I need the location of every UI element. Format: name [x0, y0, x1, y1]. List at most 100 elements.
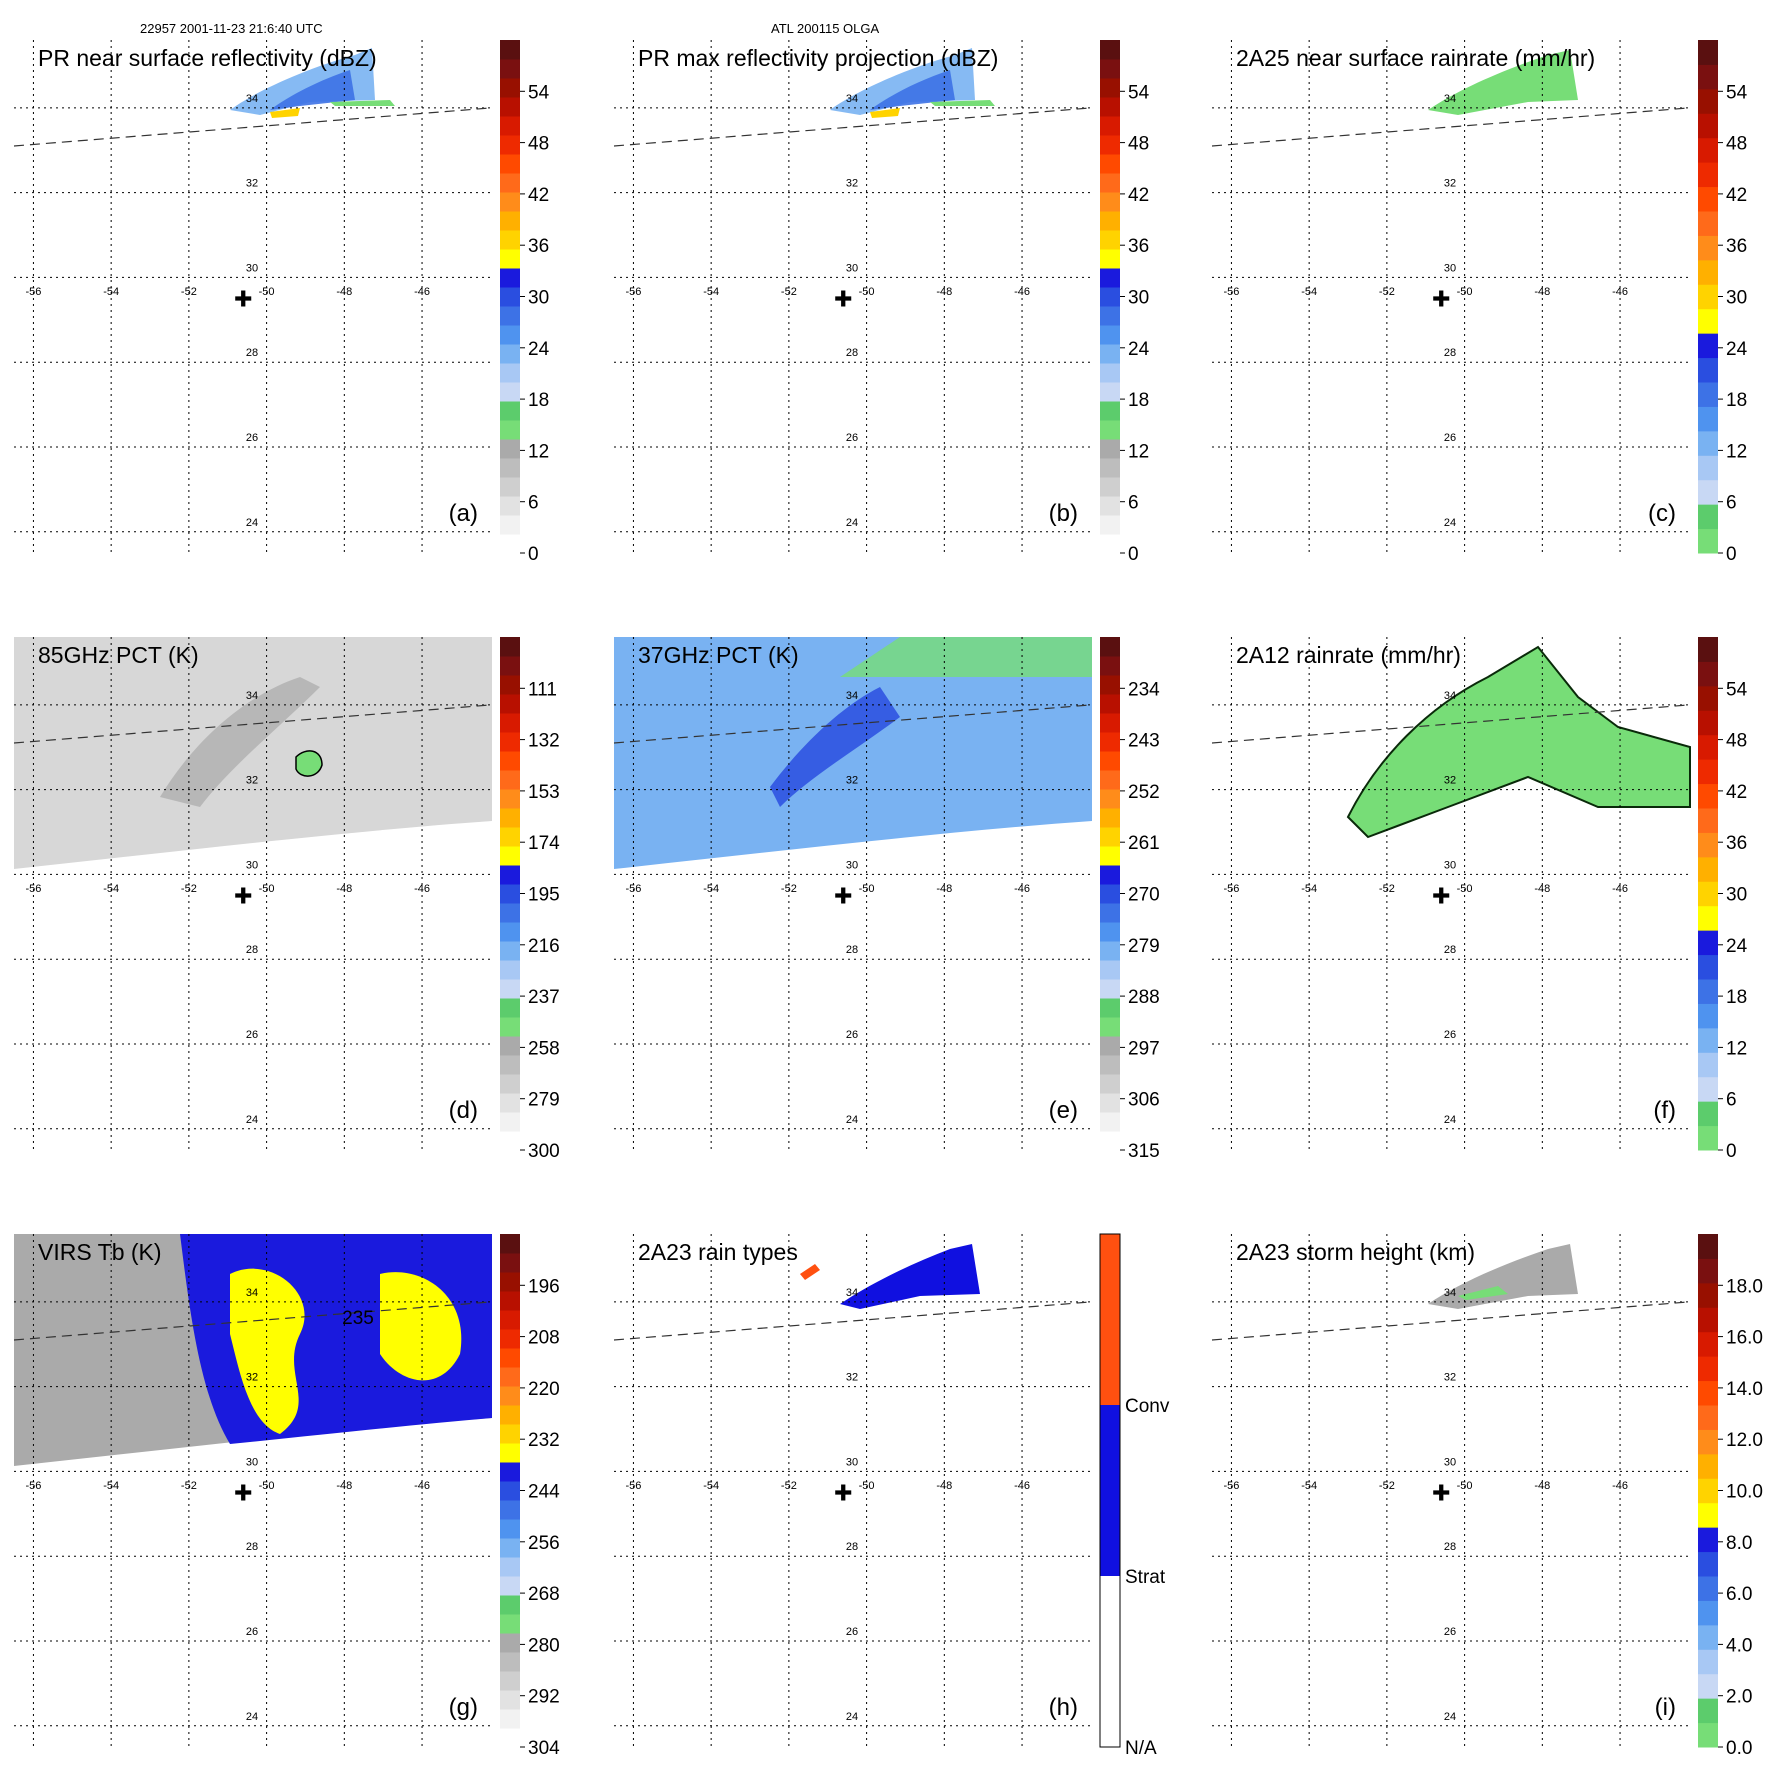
deep-convection: [295, 750, 323, 777]
lon-label: -52: [1379, 1480, 1395, 1492]
reflectivity-edge: [330, 100, 395, 106]
colorbar-step: [500, 97, 520, 117]
lon-label: -50: [1457, 883, 1473, 895]
storm-center-marker: ✚: [1432, 1481, 1450, 1506]
colorbar-step: [500, 59, 520, 79]
colorbar-step: [500, 192, 520, 212]
colorbar-step: [1698, 406, 1718, 432]
storm-center-marker: ✚: [234, 884, 252, 909]
lat-label: 28: [1444, 347, 1456, 359]
panel-label: (e): [1049, 1097, 1078, 1124]
colorbar-step: [1100, 515, 1120, 535]
lon-label: -46: [1014, 1480, 1030, 1492]
lat-label: 26: [846, 1029, 858, 1041]
colorbar-step: [500, 1405, 520, 1425]
lat-label: 32: [846, 1372, 858, 1384]
lat-label: 34: [846, 1287, 858, 1299]
storm-center-marker: ✚: [834, 1481, 852, 1506]
lon-label: -52: [1379, 286, 1395, 298]
colorbar: 0 6 12 18 24 30 36 42 48 54: [1698, 40, 1748, 565]
colorbar-tick: 280: [528, 1635, 560, 1656]
colorbar-step: [1698, 905, 1718, 931]
colorbar-step: [1698, 1722, 1718, 1748]
colorbar-tick: 54: [1726, 82, 1748, 103]
colorbar-tick: 24: [528, 339, 550, 360]
colorbar-step: [1100, 827, 1120, 847]
lat-label: 24: [1444, 517, 1456, 529]
lon-label: -46: [1612, 1480, 1628, 1492]
storm-center-marker: ✚: [1432, 287, 1450, 312]
colorbar-step: [1698, 832, 1718, 858]
lon-label: -56: [1223, 286, 1239, 298]
lon-label: -54: [1301, 286, 1317, 298]
colorbar-step: [500, 344, 520, 364]
colorbar-step: [500, 1234, 520, 1254]
colorbar-step: [1698, 856, 1718, 882]
lon-label: -56: [25, 286, 41, 298]
colorbar-step: [1100, 1093, 1120, 1113]
lon-label: -48: [336, 286, 352, 298]
colorbar-tick: 270: [1128, 885, 1160, 906]
colorbar-step: [500, 1576, 520, 1596]
cold-top-2: [380, 1272, 462, 1381]
colorbar-step: [500, 1329, 520, 1349]
panel-label: (b): [1049, 500, 1078, 527]
colorbar-step: [1698, 1405, 1718, 1430]
panel-title: PR near surface reflectivity (dBZ): [38, 45, 377, 71]
colorbar-step: [1100, 116, 1120, 136]
colorbar-step: [1698, 211, 1718, 236]
lat-label: 34: [846, 690, 858, 702]
lon-label: -56: [25, 1480, 41, 1492]
lat-label: 28: [846, 944, 858, 956]
lat-label: 30: [246, 1456, 258, 1468]
colorbar-step: [1698, 1027, 1718, 1053]
colorbar-step: [500, 1310, 520, 1330]
colorbar-step: [1100, 458, 1120, 478]
panel-g: 34 32 30 28 26 24 -56 -54 -52 -50 -48 -46 ✚ VIRS Tb (…: [13, 1234, 560, 1759]
colorbar-step: [1698, 1478, 1718, 1504]
lat-label: 28: [846, 1541, 858, 1553]
colorbar-step: [500, 713, 520, 733]
colorbar-step: [1100, 363, 1120, 383]
colorbar-step: [500, 1728, 520, 1748]
contour-label: 235: [342, 1308, 374, 1329]
colorbar-step: [1698, 1551, 1718, 1577]
colorbar-tick: 132: [528, 731, 560, 752]
colorbar-tick: 4.0: [1726, 1635, 1752, 1656]
colorbar-tick: 304: [528, 1738, 560, 1759]
colorbar-step: [500, 1614, 520, 1634]
panel-title: VIRS Tb (K): [38, 1239, 162, 1265]
colorbar-tick: 42: [1128, 185, 1149, 206]
colorbar-step: [1698, 430, 1718, 456]
panel-h: 34 32 30 28 26 24 -56 -54 -52 -50 -48 -46 ✚ 2A23 rain…: [613, 1233, 1170, 1759]
colorbar-tick: 36: [528, 236, 549, 257]
panel-title: 85GHz PCT (K): [38, 642, 199, 668]
colorbar-step: [500, 458, 520, 478]
reflectivity-peak: [270, 108, 300, 118]
lat-label: 28: [846, 347, 858, 359]
panel-label: (c): [1648, 500, 1676, 527]
colorbar-step: [1698, 186, 1718, 212]
lat-label: 30: [246, 859, 258, 871]
colorbar-step: [1100, 846, 1120, 866]
rain-area-high: [1458, 1286, 1508, 1300]
lat-label: 34: [1444, 1287, 1456, 1299]
panel-title: 2A25 near surface rainrate (mm/hr): [1236, 45, 1595, 71]
colorbar-step: [500, 477, 520, 497]
colorbar-tick: N/A: [1125, 1738, 1157, 1759]
colorbar-step: [500, 1671, 520, 1691]
lon-label: -54: [103, 1480, 119, 1492]
colorbar-step: [1698, 1125, 1718, 1151]
lat-label: 34: [246, 690, 258, 702]
panel-label: (i): [1655, 1694, 1676, 1721]
colorbar-tick: 6.0: [1726, 1584, 1752, 1605]
colorbar-tick: 244: [528, 1482, 560, 1503]
reflectivity-core: [270, 70, 355, 110]
colorbar-step: [1100, 713, 1120, 733]
colorbar-step: [500, 173, 520, 193]
colorbar-step: [500, 979, 520, 999]
colorbar-step: [1698, 1052, 1718, 1078]
colorbar-step: [1100, 1131, 1120, 1151]
lat-label: 34: [846, 93, 858, 105]
lat-label: 30: [246, 262, 258, 274]
